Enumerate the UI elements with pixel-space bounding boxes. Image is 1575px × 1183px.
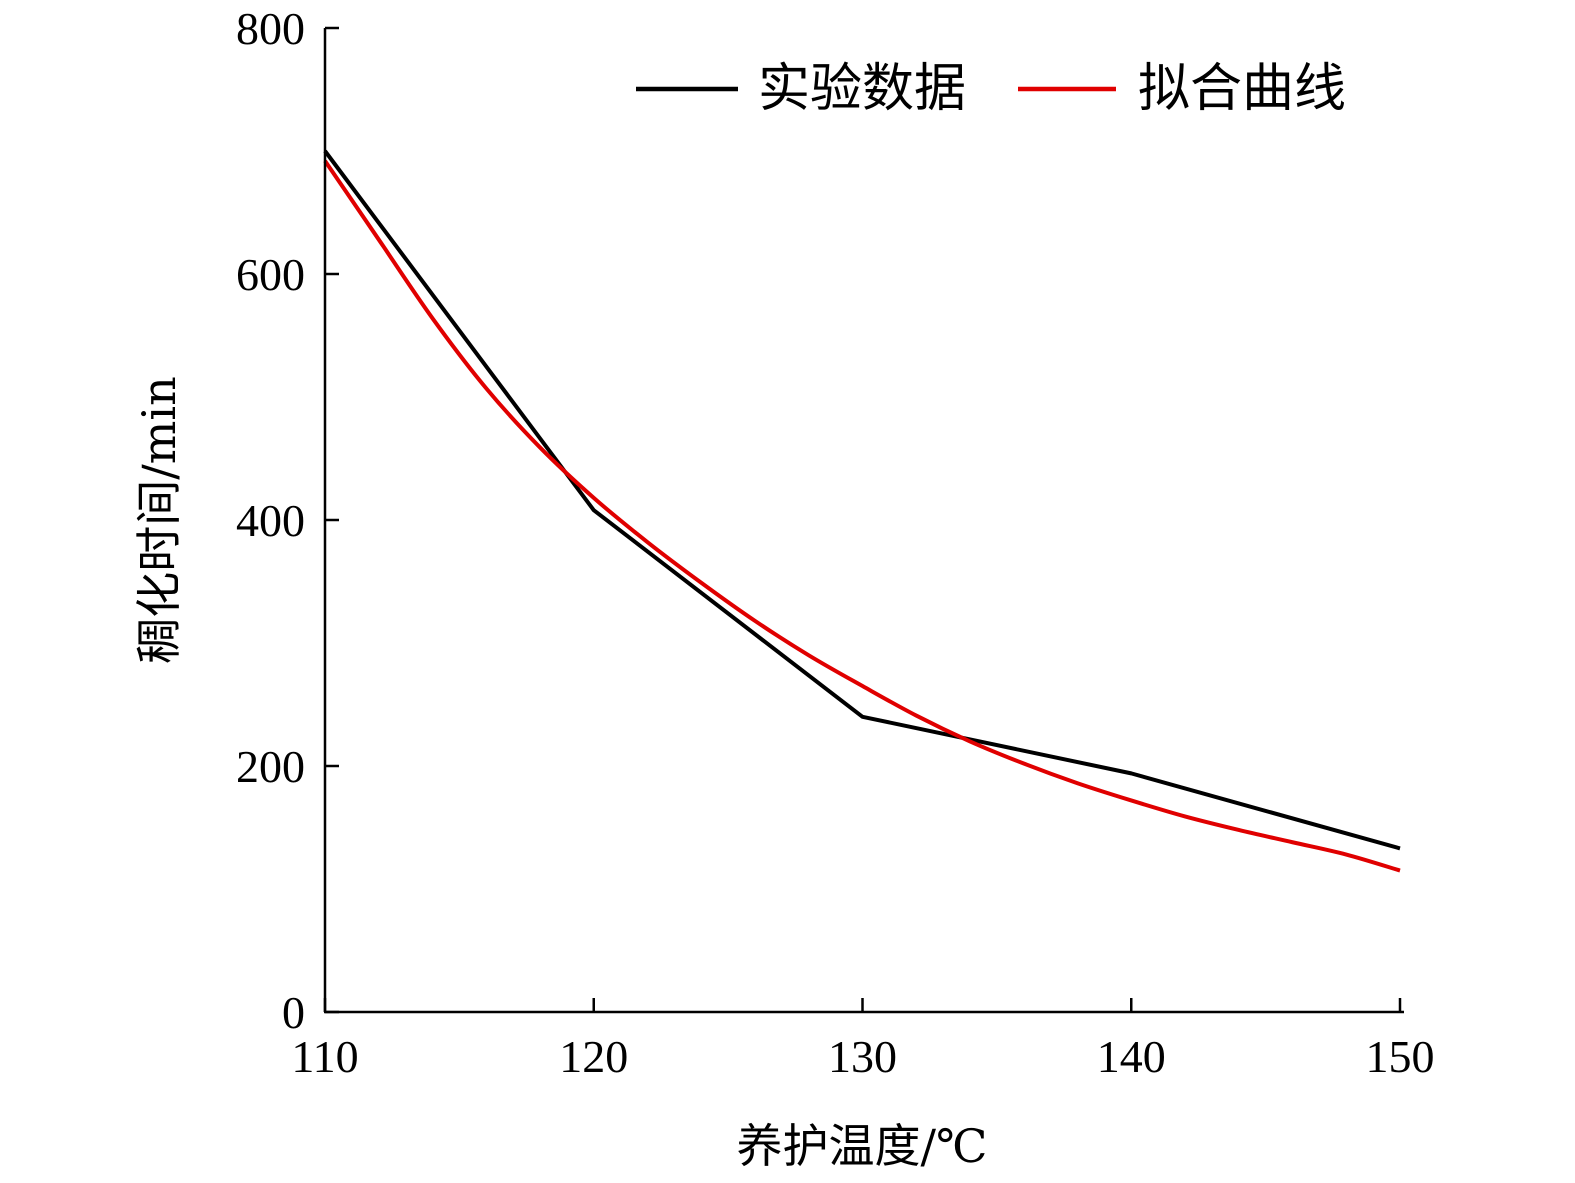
x-tick-label-130: 130	[828, 1031, 897, 1082]
y-axis-label: 稠化时间/min	[132, 376, 186, 663]
y-tick-label-600: 600	[236, 249, 305, 300]
x-tick-label-140: 140	[1097, 1031, 1166, 1082]
y-tick-label-200: 200	[236, 741, 305, 792]
x-ticks: 110 120 130 140 150	[291, 998, 1435, 1082]
y-tick-label-800: 800	[236, 3, 305, 54]
axes	[323, 28, 1404, 1014]
series-line-fit	[323, 159, 1401, 873]
x-axis-label: 养护温度/℃	[737, 1119, 988, 1173]
y-tick-label-0: 0	[282, 987, 305, 1038]
series-line-experimental	[323, 149, 1401, 851]
legend: 实验数据 拟合曲线	[636, 59, 1346, 119]
legend-label-experimental: 实验数据	[758, 59, 966, 119]
plot-lines	[323, 149, 1401, 873]
x-tick-label-110: 110	[291, 1031, 358, 1082]
x-tick-label-150: 150	[1366, 1031, 1435, 1082]
y-tick-label-400: 400	[236, 495, 305, 546]
legend-label-fit: 拟合曲线	[1138, 59, 1346, 119]
x-tick-label-120: 120	[559, 1031, 628, 1082]
y-ticks: 0 200 400 600 800	[236, 3, 339, 1038]
